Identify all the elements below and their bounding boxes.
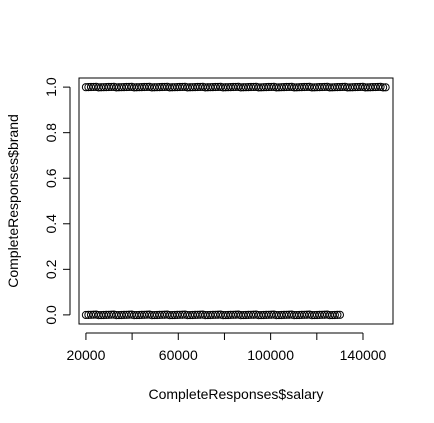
y-tick-label: 0.4 xyxy=(43,214,59,234)
data-point xyxy=(333,310,342,320)
data-point xyxy=(335,310,344,319)
x-axis-title: CompleteResponses$salary xyxy=(148,386,323,402)
plot-frame xyxy=(78,77,394,325)
data-point xyxy=(378,83,388,92)
data-point xyxy=(330,310,339,320)
x-axis: 20000 60000 100000 140000 xyxy=(66,332,387,363)
y-tick-label: 0.0 xyxy=(43,305,59,325)
y-axis-title: CompleteResponses$brand xyxy=(5,114,21,288)
data-point xyxy=(381,83,390,92)
x-tick-label: 100000 xyxy=(247,347,294,363)
data-points xyxy=(81,82,390,320)
y-tick-label: 0.8 xyxy=(43,123,59,143)
x-tick-label: 140000 xyxy=(340,347,387,363)
x-tick-label: 20000 xyxy=(66,347,105,363)
x-tick-label: 60000 xyxy=(159,347,198,363)
y-tick-label: 0.6 xyxy=(43,168,59,188)
y-tick-label: 1.0 xyxy=(43,77,59,97)
y-tick-label: 0.2 xyxy=(43,259,59,279)
y-axis: 0.0 0.2 0.4 0.6 0.8 1.0 xyxy=(43,77,71,325)
